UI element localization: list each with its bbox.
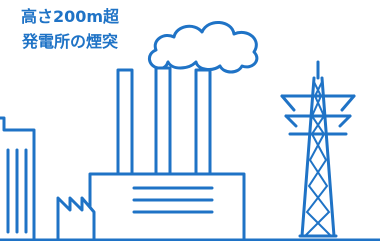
caption-line1: 高さ200m超: [21, 7, 120, 26]
pylon: [282, 62, 354, 236]
sawtooth-roof: [58, 198, 94, 241]
illustration: 高さ200m超 発電所の煙突: [0, 0, 380, 241]
plant-body: [90, 174, 244, 241]
smoke-cloud: [149, 22, 256, 72]
chimney: [196, 70, 210, 174]
power-plant: [58, 68, 244, 241]
smoke: [149, 22, 256, 72]
caption-line2: 発電所の煙突: [21, 32, 118, 51]
chimney: [156, 68, 170, 174]
left-building: [0, 118, 34, 241]
page: 高さ200m超 発電所の煙突 (() => { const data = JSO…: [0, 0, 380, 241]
chimney: [118, 70, 132, 174]
